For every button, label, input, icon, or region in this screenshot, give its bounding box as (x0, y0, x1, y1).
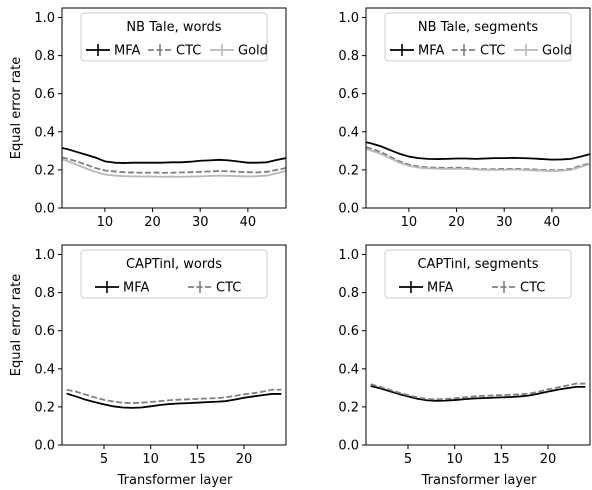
y-tick-label: 0.8 (338, 49, 359, 64)
y-tick-label: 1.0 (338, 11, 359, 26)
y-tick-label: 0.6 (338, 87, 359, 102)
legend-label-ctc: CTC (520, 281, 545, 296)
legend-title: CAPTinI, segments (417, 257, 538, 272)
x-axis-label-right: Transformer layer (421, 473, 537, 488)
legend-box (80, 249, 268, 299)
x-tick-label: 40 (240, 215, 257, 230)
x-tick-label: 15 (493, 452, 510, 467)
plot-frame (61, 7, 287, 209)
x-tick-label: 15 (189, 452, 206, 467)
series-line-mfa (370, 385, 586, 402)
y-tick-label: 0.2 (338, 163, 359, 178)
y-tick-label: 0.4 (338, 125, 359, 140)
y-tick-label: 0.4 (338, 362, 359, 377)
legend-box (80, 12, 268, 62)
x-tick-label: 40 (544, 215, 561, 230)
y-tick-label: 1.0 (338, 248, 359, 263)
series-line-mfa (61, 147, 287, 164)
series-line-mfa (66, 392, 282, 409)
x-axis-label-left: Transformer layer (117, 473, 233, 488)
series-line-mfa (365, 141, 591, 161)
y-tick-label: 0.0 (338, 439, 359, 454)
y-tick-label: 0.8 (34, 49, 55, 64)
legend: CAPTinI, segments MFA CTC (384, 249, 572, 299)
chart-panels: 0.0 0.2 0.4 0.6 0.8 1.0 10 20 30 40 NB Tale, words… (34, 7, 591, 467)
legend-box (384, 249, 572, 299)
x-tick-label: 10 (97, 215, 114, 230)
legend: NB Tale, words MFA CTC Gold (80, 12, 268, 62)
legend-box (384, 12, 572, 62)
legend-label-gold: Gold (542, 44, 572, 59)
y-axis-label-top: Equal error rate (9, 57, 24, 159)
legend-label-ctc: CTC (480, 44, 505, 59)
legend: CAPTinI, words MFA CTC (80, 249, 268, 299)
plot-frame (61, 244, 287, 446)
chart-nb-words: 0.0 0.2 0.4 0.6 0.8 1.0 10 20 30 40 NB Tale, words… (34, 7, 287, 230)
legend: NB Tale, segments MFA CTC Gold (384, 12, 572, 62)
series-line-ctc (66, 388, 282, 404)
y-tick-label: 0.0 (34, 439, 55, 454)
series-line-gold (61, 158, 287, 178)
y-tick-label: 0.8 (34, 286, 55, 301)
legend-label-mfa: MFA (418, 44, 445, 59)
x-tick-label: 10 (142, 452, 159, 467)
y-tick-label: 0.2 (338, 400, 359, 415)
y-tick-label: 0.6 (338, 324, 359, 339)
x-tick-label: 10 (401, 215, 418, 230)
plot-frame (365, 244, 591, 446)
legend-title: CAPTinI, words (126, 257, 222, 272)
x-tick-label: 20 (448, 215, 465, 230)
y-tick-label: 0.4 (34, 362, 55, 377)
x-tick-label: 20 (236, 452, 253, 467)
y-tick-label: 1.0 (34, 11, 55, 26)
legend-label-ctc: CTC (216, 281, 241, 296)
x-tick-label: 20 (144, 215, 161, 230)
legend-label-mfa: MFA (114, 44, 141, 59)
legend-title: NB Tale, words (126, 20, 221, 35)
series-line-ctc (370, 382, 586, 401)
chart-capt-segments: 0.0 0.2 0.4 0.6 0.8 1.0 5 10 15 20 CAPTinI, segmen… (338, 244, 591, 467)
series-line-gold (365, 148, 591, 172)
chart-nb-segments: 0.0 0.2 0.4 0.6 0.8 1.0 10 20 30 40 NB Tale, segme… (338, 7, 591, 230)
y-tick-label: 1.0 (34, 248, 55, 263)
legend-label-mfa: MFA (123, 281, 150, 296)
y-tick-label: 0.0 (338, 202, 359, 217)
x-tick-label: 30 (192, 215, 209, 230)
y-tick-label: 0.0 (34, 202, 55, 217)
x-tick-label: 10 (446, 452, 463, 467)
legend-label-mfa: MFA (427, 281, 454, 296)
x-tick-label: 30 (496, 215, 513, 230)
x-tick-label: 5 (100, 452, 108, 467)
plot-frame (365, 7, 591, 209)
y-tick-label: 0.6 (34, 324, 55, 339)
legend-title: NB Tale, segments (418, 20, 538, 35)
y-tick-label: 0.2 (34, 400, 55, 415)
y-tick-label: 0.6 (34, 87, 55, 102)
legend-label-ctc: CTC (176, 44, 201, 59)
x-tick-label: 5 (404, 452, 412, 467)
chart-capt-words: 0.0 0.2 0.4 0.6 0.8 1.0 5 10 15 20 CAPTinI, words M… (34, 244, 287, 467)
y-tick-label: 0.8 (338, 286, 359, 301)
y-tick-label: 0.4 (34, 125, 55, 140)
x-tick-label: 20 (540, 452, 557, 467)
series-line-ctc (61, 156, 287, 174)
y-axis-label-bottom: Equal error rate (9, 274, 24, 376)
legend-label-gold: Gold (238, 44, 268, 59)
y-tick-label: 0.2 (34, 163, 55, 178)
